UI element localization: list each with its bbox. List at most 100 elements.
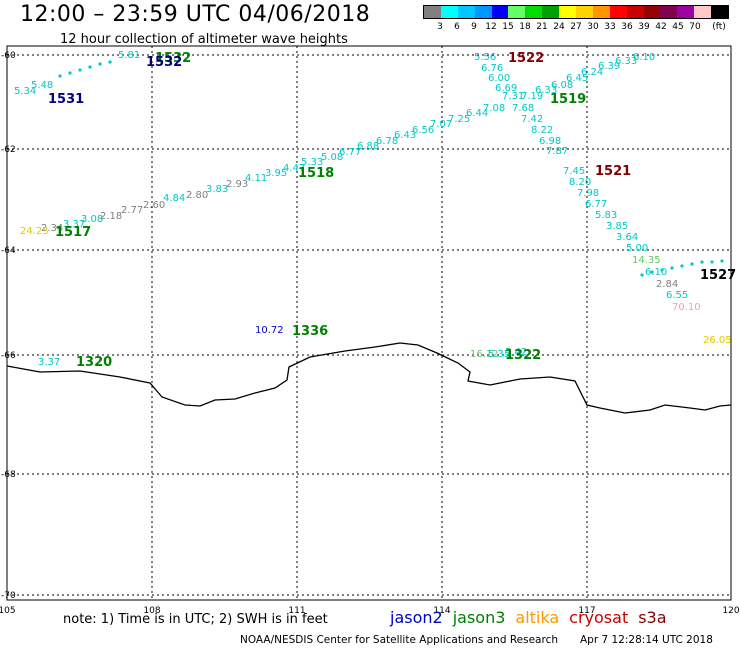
legend-tick-label: 39 <box>638 22 650 32</box>
wave-height-reading: 6.00 <box>488 73 510 84</box>
wave-height-reading: 7.42 <box>521 114 543 125</box>
wave-height-reading: 10.72 <box>255 325 284 336</box>
legend-tick-label: 12 <box>485 22 497 32</box>
wave-height-reading: 3.64 <box>616 232 638 243</box>
wave-height-reading: 2.77 <box>121 205 143 216</box>
wave-height-reading: 2.84 <box>656 279 678 290</box>
wave-height-reading: 70.10 <box>672 302 701 313</box>
legend-tick-label: 24 <box>553 22 565 32</box>
wave-height-reading: 5.56 <box>474 52 496 63</box>
wave-height-reading: 7.08 <box>483 103 505 114</box>
wave-height-reading: 2.60 <box>143 200 165 211</box>
wave-height-reading: 3.83 <box>206 184 228 195</box>
wave-height-reading: 5.08 <box>321 152 343 163</box>
wave-height-reading: 2.18 <box>100 211 122 222</box>
wave-height-reading: 3.08 <box>81 214 103 225</box>
wave-height-reading: 2.93 <box>226 179 248 190</box>
wave-height-reading: 5.81 <box>118 50 140 61</box>
wave-height-reading: 5.48 <box>31 80 53 91</box>
legend-tick-label: 42 <box>655 22 667 32</box>
legend-tick-label: 33 <box>604 22 616 32</box>
dense-reading-marker <box>98 62 102 66</box>
wave-height-reading: 7.45 <box>563 166 585 177</box>
wave-height-reading: 6.76 <box>481 63 503 74</box>
longitude-tick-label: 114 <box>433 606 450 616</box>
legend-swatch <box>440 6 458 18</box>
legend-swatch <box>643 6 661 18</box>
generation-timestamp: Apr 7 12:28:14 UTC 2018 <box>580 634 713 646</box>
wave-height-reading: 6.10 <box>633 52 655 63</box>
dense-reading-marker <box>680 264 684 268</box>
wave-height-reading: 6.98 <box>539 136 561 147</box>
legend-tick-label: 18 <box>519 22 531 32</box>
dense-reading-marker <box>720 259 724 263</box>
legend-swatch <box>474 6 492 18</box>
longitude-tick-label: 108 <box>143 606 160 616</box>
wave-height-reading: 3.95 <box>265 168 287 179</box>
wave-height-reading: 7.87 <box>546 146 568 157</box>
legend-tick-label: 36 <box>621 22 633 32</box>
satellite-s3a: s3a <box>638 608 667 627</box>
wave-height-reading: 6.78 <box>376 136 398 147</box>
credit-line: NOAA/NESDIS Center for Satellite Applica… <box>240 634 558 646</box>
wave-height-reading: 2.80 <box>186 190 208 201</box>
dense-reading-marker <box>660 268 664 272</box>
wave-height-reading: 7.19 <box>521 91 543 102</box>
pass-number-label: 1532 <box>146 55 182 70</box>
pass-number-label: 1518 <box>298 166 334 181</box>
longitude-tick-label: 111 <box>288 606 305 616</box>
legend-tick-label: 27 <box>570 22 582 32</box>
pass-number-label: 1527 <box>700 268 736 283</box>
legend-swatch <box>457 6 475 18</box>
dense-reading-marker <box>58 74 62 78</box>
wave-height-reading: 24.23 <box>20 226 49 237</box>
pass-number-label: 1320 <box>76 355 112 370</box>
satellite-legend: jason2 jason3 altika cryosat s3a <box>390 608 677 627</box>
wave-height-reading: 14.35 <box>632 255 661 266</box>
legend-swatch <box>609 6 627 18</box>
wave-height-reading: 5.33 <box>301 157 323 168</box>
satellite-altika: altika <box>515 608 560 627</box>
wave-height-reading: 6.24 <box>581 67 603 78</box>
legend-tick-label: 15 <box>502 22 514 32</box>
legend-tick-label: 21 <box>536 22 548 32</box>
map-frame <box>6 45 732 601</box>
wave-height-reading: 7.07 <box>430 119 452 130</box>
color-scale-labels: 3 6 9 12 15 18 21 24 27 30 33 36 39 42 45 70 (ft) <box>423 22 738 34</box>
legend-swatch <box>559 6 577 18</box>
dense-reading-marker <box>710 260 714 264</box>
legend-swatch <box>525 6 543 18</box>
longitude-tick-label: 117 <box>578 606 595 616</box>
wave-height-reading: 5.42 <box>505 347 527 358</box>
pass-number-label: 1517 <box>55 225 91 240</box>
map-subtitle: 12 hour collection of altimeter wave hei… <box>60 32 348 47</box>
wave-height-reading: 26.05 <box>703 335 732 346</box>
latitude-tick-label: -60 <box>1 51 16 61</box>
latitude-tick-label: -66 <box>1 351 16 361</box>
wave-height-reading: 7.25 <box>448 114 470 125</box>
pass-number-label: 1532 <box>155 51 191 66</box>
wave-height-reading: 6.33 <box>535 85 557 96</box>
wave-height-reading: 6.88 <box>357 141 379 152</box>
dense-reading-marker <box>68 71 72 75</box>
wave-height-reading: 6.77 <box>585 199 607 210</box>
color-scale-legend <box>423 5 729 19</box>
wave-height-reading: 6.55 <box>666 290 688 301</box>
satellite-jason3: jason3 <box>452 608 506 627</box>
wave-height-reading: 7.68 <box>512 103 534 114</box>
legend-swatch <box>491 6 509 18</box>
wave-height-reading: 6.39 <box>598 61 620 72</box>
dense-reading-marker <box>78 68 82 72</box>
longitude-tick-label: 120 <box>722 606 739 616</box>
legend-tick-label: 9 <box>471 22 477 32</box>
wave-height-reading: 16.12 <box>470 349 499 360</box>
legend-swatch <box>711 6 729 18</box>
wave-height-reading: 8.20 <box>569 177 591 188</box>
wave-height-reading: 6.10 <box>645 267 667 278</box>
wave-height-reading: 3.37 <box>38 357 60 368</box>
legend-tick-label: 70 <box>689 22 701 32</box>
wave-height-reading: 6.45 <box>566 73 588 84</box>
map-title: 12:00 – 23:59 UTC 04/06/2018 <box>20 2 371 27</box>
